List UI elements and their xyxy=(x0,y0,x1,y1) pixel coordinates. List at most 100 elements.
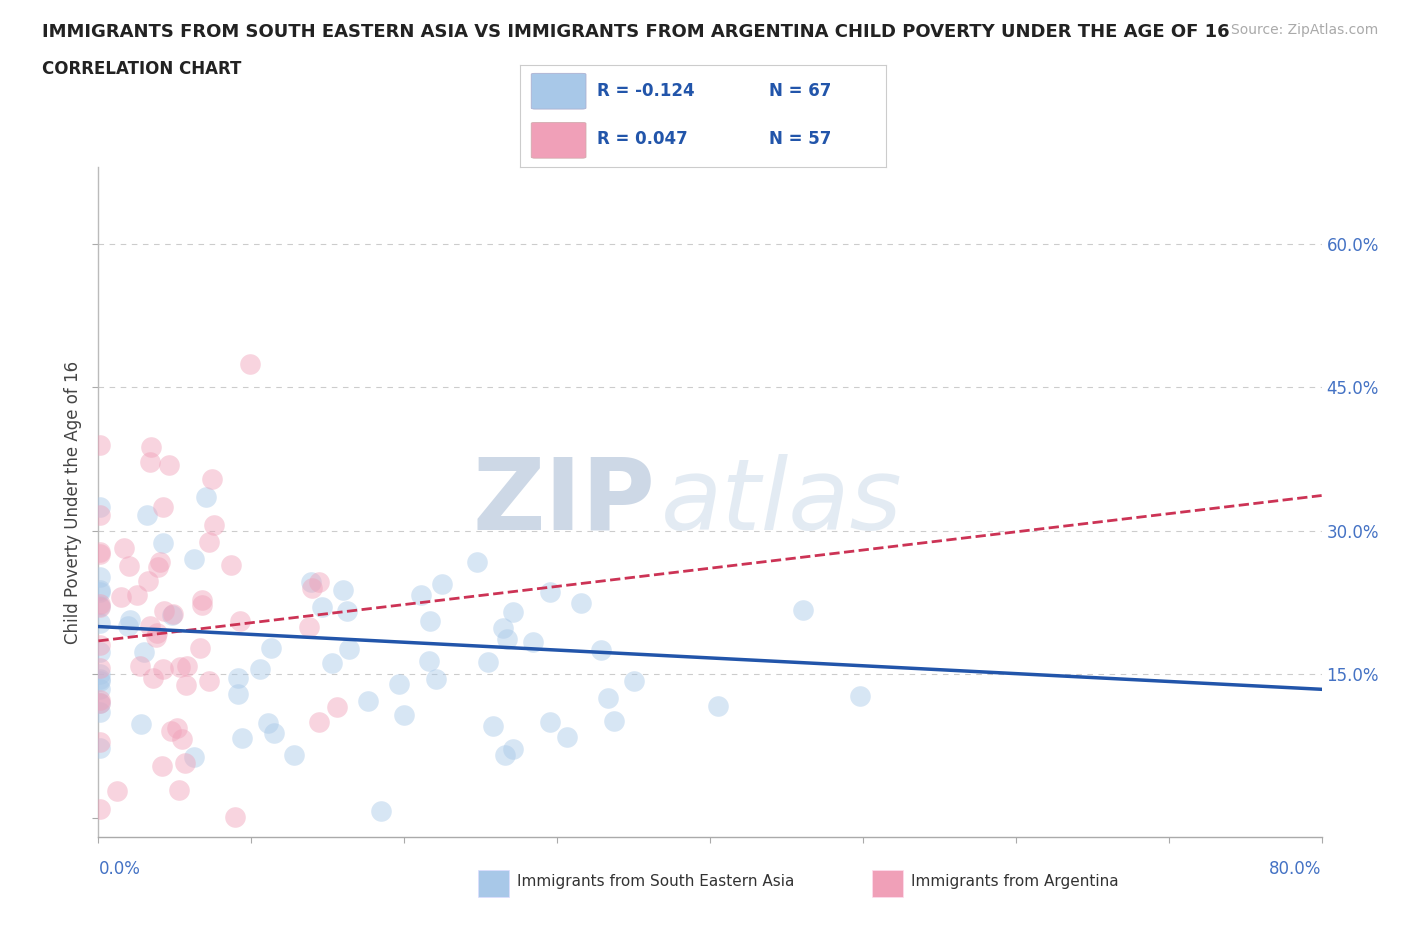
Point xyxy=(201,472,224,486)
Point xyxy=(301,581,323,596)
Point xyxy=(160,724,183,738)
Point xyxy=(596,690,619,705)
FancyBboxPatch shape xyxy=(531,73,586,109)
Point xyxy=(148,559,170,574)
Text: N = 57: N = 57 xyxy=(769,130,831,148)
Point xyxy=(409,588,432,603)
Point xyxy=(176,658,198,673)
Point xyxy=(172,731,194,746)
Point xyxy=(494,748,516,763)
Point xyxy=(418,654,440,669)
Point xyxy=(522,634,544,649)
Point xyxy=(129,658,152,673)
Point xyxy=(152,536,174,551)
Point xyxy=(89,569,111,584)
Point xyxy=(603,713,626,728)
Text: R = 0.047: R = 0.047 xyxy=(598,130,688,148)
Point xyxy=(146,626,169,641)
Point xyxy=(129,716,152,731)
Point xyxy=(174,678,197,693)
Point xyxy=(239,356,262,371)
Point xyxy=(152,662,174,677)
Text: ZIP: ZIP xyxy=(472,454,655,551)
Point xyxy=(138,455,160,470)
Point xyxy=(321,656,343,671)
Point xyxy=(89,741,111,756)
Point xyxy=(89,547,111,562)
Point xyxy=(89,585,111,600)
Point xyxy=(308,714,330,729)
Point xyxy=(569,596,592,611)
Point xyxy=(152,500,174,515)
Point xyxy=(89,696,111,711)
Point xyxy=(89,544,111,559)
Point xyxy=(89,499,111,514)
Point xyxy=(89,437,111,452)
Point xyxy=(257,715,280,730)
Point xyxy=(388,677,411,692)
Point xyxy=(89,583,111,598)
Point xyxy=(392,708,415,723)
Point xyxy=(169,783,191,798)
Point xyxy=(89,599,111,614)
Point xyxy=(197,673,219,688)
Point xyxy=(226,671,249,685)
Point xyxy=(226,686,249,701)
Point xyxy=(89,671,111,686)
Point xyxy=(430,577,453,591)
Point xyxy=(370,804,392,819)
Point xyxy=(263,726,285,741)
Text: CORRELATION CHART: CORRELATION CHART xyxy=(42,60,242,78)
Point xyxy=(194,489,217,504)
FancyBboxPatch shape xyxy=(531,123,586,158)
Point xyxy=(555,730,578,745)
Point xyxy=(308,575,330,590)
Point xyxy=(231,730,253,745)
Point xyxy=(136,574,159,589)
Text: Immigrants from South Eastern Asia: Immigrants from South Eastern Asia xyxy=(517,874,794,889)
Point xyxy=(162,606,184,621)
Point xyxy=(169,659,191,674)
Point xyxy=(125,588,148,603)
Point xyxy=(132,644,155,659)
Point xyxy=(160,607,183,622)
Point xyxy=(89,599,111,614)
Point xyxy=(623,674,645,689)
Text: IMMIGRANTS FROM SOUTH EASTERN ASIA VS IMMIGRANTS FROM ARGENTINA CHILD POVERTY UN: IMMIGRANTS FROM SOUTH EASTERN ASIA VS IM… xyxy=(42,23,1230,41)
Text: atlas: atlas xyxy=(661,454,903,551)
Point xyxy=(492,621,515,636)
Point xyxy=(219,557,242,572)
Point xyxy=(89,616,111,631)
Point xyxy=(538,714,561,729)
Text: Immigrants from Argentina: Immigrants from Argentina xyxy=(911,874,1119,889)
Point xyxy=(150,759,173,774)
Point xyxy=(589,642,612,657)
Y-axis label: Child Poverty Under the Age of 16: Child Poverty Under the Age of 16 xyxy=(63,361,82,644)
Point xyxy=(89,734,111,749)
Point xyxy=(502,604,524,619)
Point xyxy=(89,673,111,688)
Point xyxy=(183,750,205,764)
Point xyxy=(157,458,180,472)
Point xyxy=(173,756,195,771)
Point xyxy=(229,613,252,628)
Point xyxy=(283,747,305,762)
Point xyxy=(332,582,354,597)
Point xyxy=(188,641,211,656)
Point xyxy=(89,644,111,659)
Point xyxy=(89,705,111,720)
Point xyxy=(118,559,141,574)
Point xyxy=(335,604,357,618)
Point xyxy=(538,584,561,599)
Point xyxy=(298,619,321,634)
Text: Source: ZipAtlas.com: Source: ZipAtlas.com xyxy=(1230,23,1378,37)
Point xyxy=(502,741,524,756)
Text: 80.0%: 80.0% xyxy=(1270,860,1322,878)
Point xyxy=(202,518,225,533)
Point xyxy=(792,603,814,618)
Point xyxy=(117,618,139,633)
Point xyxy=(89,681,111,696)
Point xyxy=(191,593,214,608)
Point xyxy=(259,641,281,656)
Point xyxy=(197,535,219,550)
